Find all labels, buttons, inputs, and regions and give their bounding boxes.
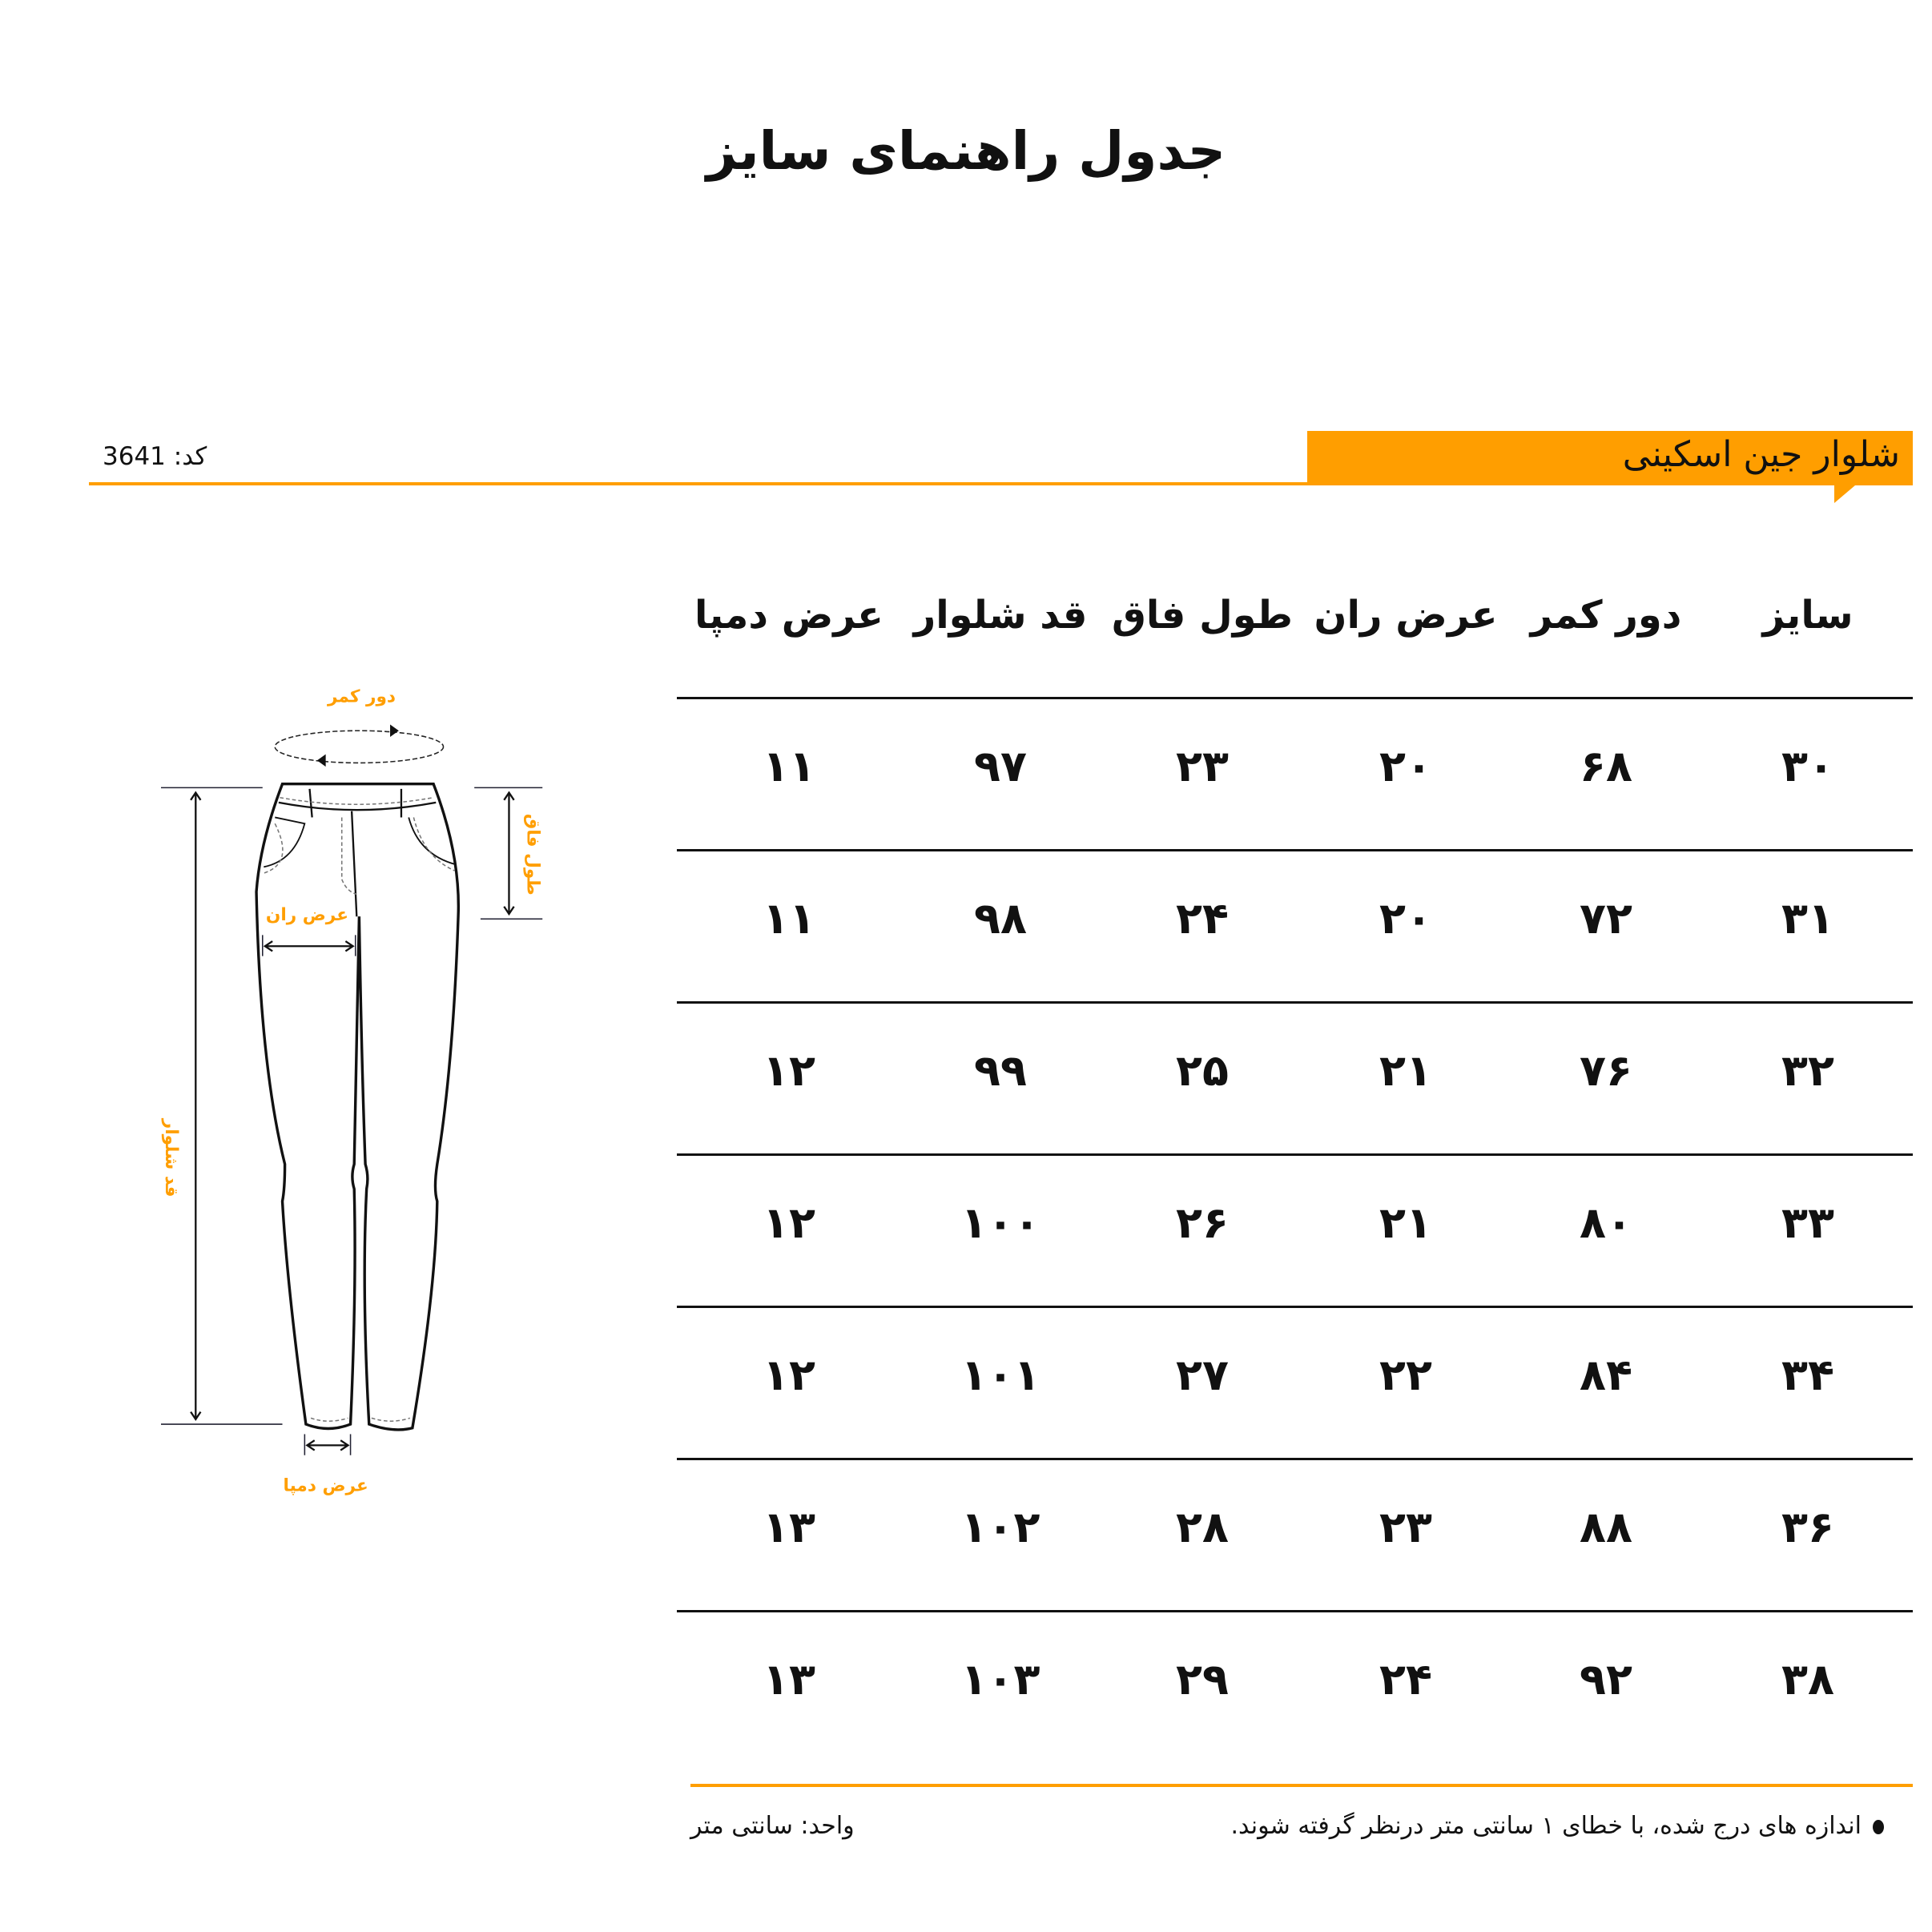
table-cell: ۷۶ — [1580, 1045, 1632, 1096]
table-cell: ۲۱ — [1379, 1045, 1432, 1096]
table-cell: ۲۳ — [1379, 1502, 1432, 1552]
bullet-icon — [1873, 1819, 1884, 1834]
table-cell: ۱۳ — [763, 1654, 815, 1705]
table-cell: ۸۸ — [1580, 1502, 1632, 1552]
table-cell: ۷۲ — [1580, 893, 1632, 944]
unit-label: واحد: سانتی متر — [690, 1812, 855, 1840]
row-divider — [677, 1001, 1913, 1004]
table-cell: ۱۲ — [763, 1045, 815, 1096]
row-divider — [677, 849, 1913, 851]
table-cell: ۹۹ — [974, 1045, 1027, 1096]
table-cell: ۲۴ — [1176, 893, 1229, 944]
table-cell: ۱۲ — [763, 1197, 815, 1248]
column-header: عرض دمپا — [694, 593, 883, 638]
column-header: عرض ران — [1314, 593, 1498, 638]
table-cell: ۹۸ — [974, 893, 1027, 944]
table-cell: ۱۰۱ — [960, 1350, 1040, 1400]
table-cell: ۱۰۳ — [960, 1654, 1040, 1705]
waist-measure-ellipse — [274, 730, 445, 764]
product-name: شلوار جین اسکینی — [1622, 434, 1900, 475]
table-cell: ۱۲ — [763, 1350, 815, 1400]
column-header: قد شلوار — [913, 593, 1088, 638]
table-cell: ۳۰ — [1781, 741, 1834, 791]
table-cell: ۱۰۰ — [960, 1197, 1040, 1248]
waist-label: دور کمر — [327, 687, 396, 707]
banner-tail — [1834, 485, 1855, 503]
table-cell: ۲۸ — [1176, 1502, 1229, 1552]
tolerance-note: اندازه های درج شده، با خطای ۱ سانتی متر … — [1230, 1812, 1884, 1840]
table-cell: ۲۰ — [1379, 741, 1432, 791]
table-cell: ۲۳ — [1176, 741, 1229, 791]
pants-outline — [255, 783, 461, 1431]
row-divider — [677, 1610, 1913, 1612]
column-header: طول فاق — [1111, 593, 1294, 638]
thigh-label: عرض ران — [266, 905, 348, 925]
table-cell: ۳۶ — [1781, 1502, 1834, 1552]
hem-label: عرض دمپا — [283, 1476, 368, 1496]
row-divider — [677, 1306, 1913, 1308]
table-cell: ۲۱ — [1379, 1197, 1432, 1248]
row-divider — [677, 697, 1913, 699]
product-banner: شلوار جین اسکینی — [1307, 431, 1913, 485]
table-cell: ۳۳ — [1781, 1197, 1834, 1248]
table-cell: ۹۲ — [1580, 1654, 1632, 1705]
table-cell: ۲۵ — [1176, 1045, 1229, 1096]
table-cell: ۱۱ — [763, 741, 815, 791]
table-cell: ۸۰ — [1580, 1197, 1632, 1248]
table-cell: ۱۱ — [763, 893, 815, 944]
table-cell: ۲۲ — [1379, 1350, 1432, 1400]
column-header: دور کمر — [1530, 593, 1682, 638]
footer-divider — [690, 1784, 1913, 1787]
table-cell: ۲۷ — [1176, 1350, 1229, 1400]
page-title: جدول راهنمای سایز — [706, 120, 1226, 182]
table-cell: ۸۴ — [1580, 1350, 1632, 1400]
product-code: کد: 3641 — [103, 442, 207, 471]
table-cell: ۲۹ — [1176, 1654, 1229, 1705]
table-cell: ۳۱ — [1781, 893, 1834, 944]
column-header: سایز — [1762, 593, 1854, 638]
table-cell: ۶۸ — [1580, 741, 1632, 791]
table-cell: ۲۶ — [1176, 1197, 1229, 1248]
table-cell: ۲۰ — [1379, 893, 1432, 944]
table-cell: ۱۳ — [763, 1502, 815, 1552]
rise-label: طول فاق — [523, 814, 543, 896]
header-divider — [89, 482, 1307, 485]
row-divider — [677, 1153, 1913, 1156]
table-cell: ۹۷ — [974, 741, 1027, 791]
table-cell: ۳۴ — [1781, 1350, 1834, 1400]
row-divider — [677, 1458, 1913, 1460]
tolerance-note-text: اندازه های درج شده، با خطای ۱ سانتی متر … — [1230, 1812, 1862, 1840]
table-cell: ۳۸ — [1781, 1654, 1834, 1705]
table-cell: ۲۴ — [1379, 1654, 1432, 1705]
length-label: قد شلوار — [161, 1118, 181, 1197]
table-cell: ۳۲ — [1781, 1045, 1834, 1096]
table-cell: ۱۰۲ — [960, 1502, 1040, 1552]
